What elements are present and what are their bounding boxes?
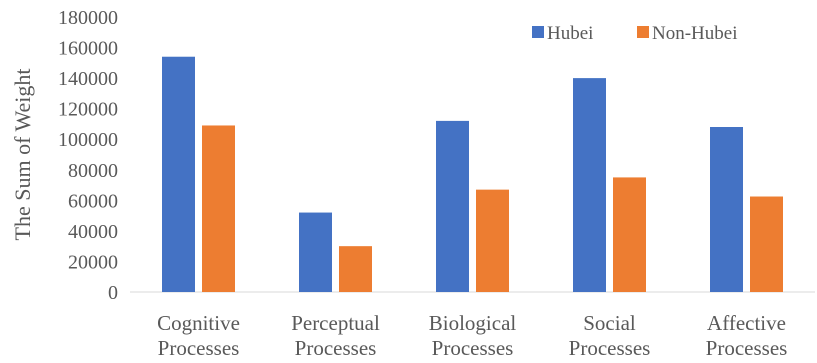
x-tick-label: Processes [569, 336, 651, 360]
x-tick-label: Perceptual [291, 311, 380, 335]
bar-hubei-3 [573, 78, 606, 292]
legend-label-non-hubei: Non-Hubei [652, 23, 737, 44]
x-tick-label: Cognitive [157, 311, 240, 335]
y-tick-label: 100000 [58, 129, 118, 151]
bar-non-hubei-1 [339, 246, 372, 292]
bars [162, 56, 783, 292]
bar-hubei-2 [436, 120, 469, 292]
y-tick-label: 120000 [58, 99, 118, 121]
y-tick-label: 180000 [58, 7, 118, 29]
bar-non-hubei-3 [613, 177, 646, 292]
legend: Hubei Non-Hubei [532, 23, 737, 44]
legend-label-hubei: Hubei [547, 23, 593, 44]
x-axis-ticks: CognitiveProcessesPerceptualProcessesBio… [157, 311, 787, 360]
legend-swatch-non-hubei [637, 26, 649, 38]
x-tick-label: Processes [295, 336, 377, 360]
x-tick-label: Affective [707, 311, 786, 335]
x-tick-label: Processes [706, 336, 788, 360]
bar-hubei-0 [162, 56, 195, 292]
x-tick-label: Processes [158, 336, 240, 360]
y-tick-label: 20000 [68, 251, 118, 273]
bar-hubei-4 [710, 127, 743, 292]
y-axis-label: The Sum of Weight [10, 69, 35, 241]
y-tick-label: 60000 [68, 190, 118, 212]
bar-non-hubei-0 [202, 125, 235, 292]
y-tick-label: 140000 [58, 68, 118, 90]
y-tick-label: 160000 [58, 38, 118, 60]
bar-non-hubei-2 [476, 189, 509, 292]
bar-hubei-1 [299, 212, 332, 292]
y-axis-ticks: 0 20000 40000 60000 80000 100000 120000 140000 1… [58, 7, 118, 304]
x-tick-label: Biological [429, 311, 517, 335]
bar-non-hubei-4 [750, 196, 783, 292]
y-tick-label: 80000 [68, 160, 118, 182]
x-tick-label: Processes [432, 336, 514, 360]
y-tick-label: 0 [108, 282, 118, 304]
x-tick-label: Social [583, 311, 636, 335]
y-tick-label: 40000 [68, 221, 118, 243]
legend-swatch-hubei [532, 26, 544, 38]
